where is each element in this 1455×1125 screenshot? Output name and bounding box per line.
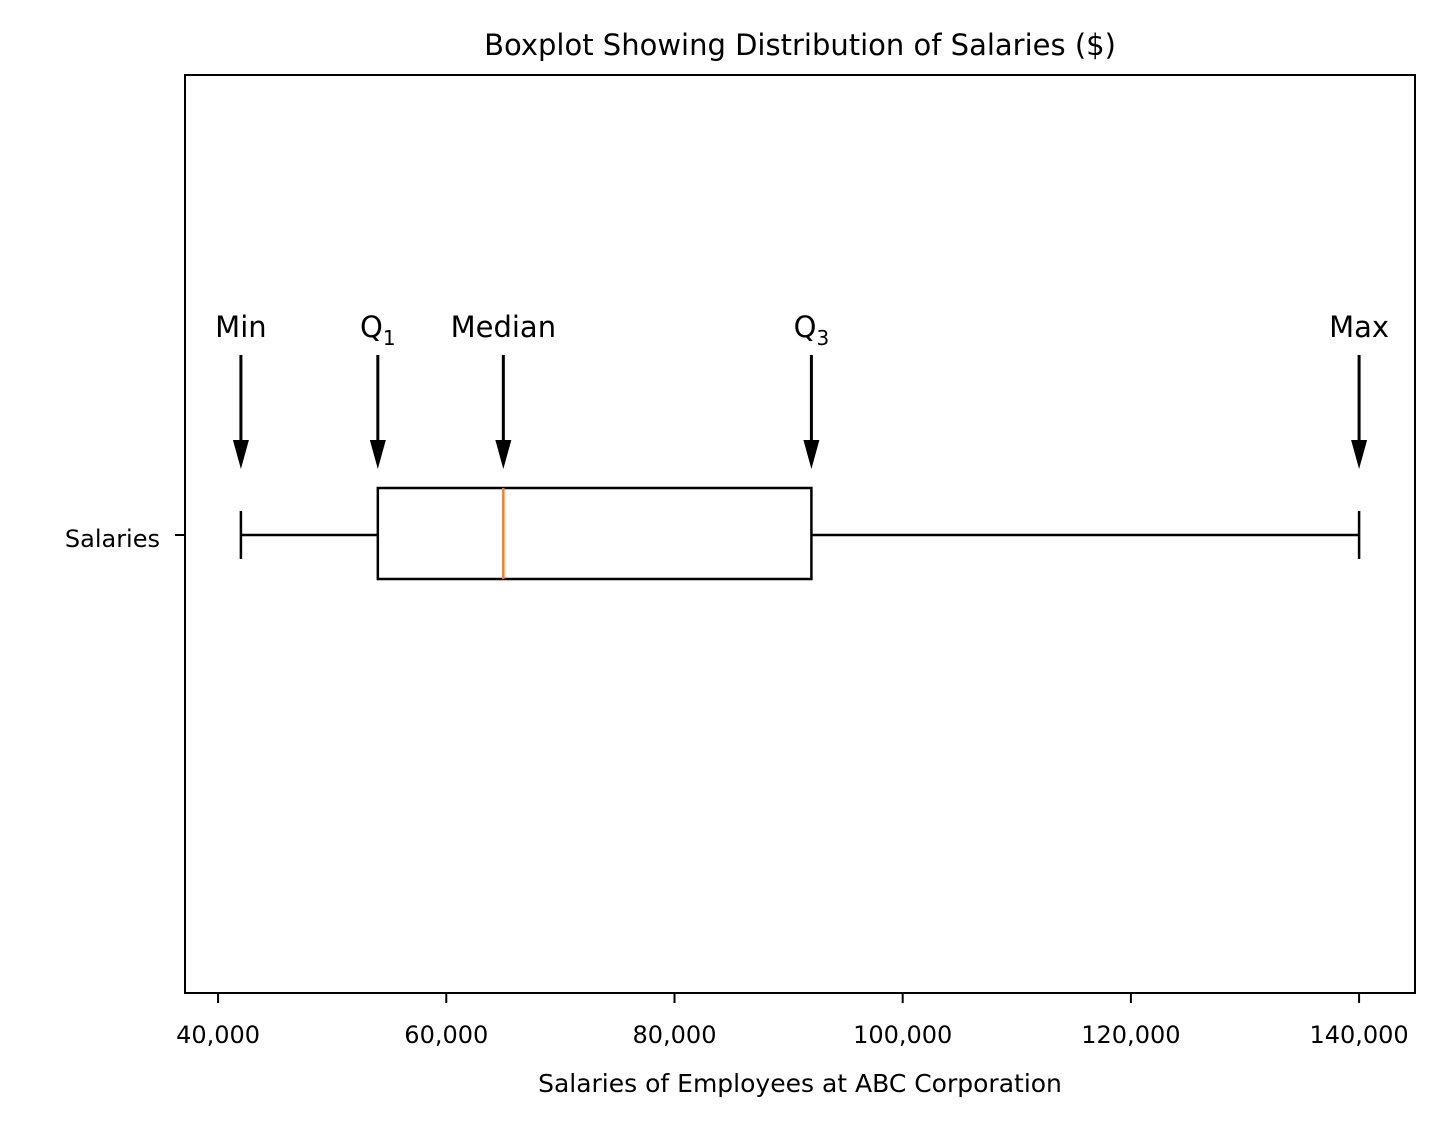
arrow-head xyxy=(1351,440,1368,469)
arrow-head xyxy=(369,440,386,469)
iqr-box xyxy=(376,486,813,581)
annotation-label: Median xyxy=(451,310,556,344)
annotation-label: Min xyxy=(215,310,266,344)
chart-title: Boxplot Showing Distribution of Salaries… xyxy=(484,28,1116,62)
arrow-head xyxy=(495,440,512,469)
annotation-label: Q1 xyxy=(360,310,396,350)
arrow-head xyxy=(232,440,249,469)
x-tick-label: 80,000 xyxy=(632,1021,716,1049)
arrow-head xyxy=(803,440,820,469)
annotation-label: Q3 xyxy=(794,310,830,350)
x-tick-label: 120,000 xyxy=(1081,1021,1180,1049)
x-tick-label: 140,000 xyxy=(1309,1021,1408,1049)
x-tick-label: 100,000 xyxy=(853,1021,952,1049)
annotation-label: Max xyxy=(1329,310,1389,344)
x-tick-label: 40,000 xyxy=(176,1021,260,1049)
x-axis-label: Salaries of Employees at ABC Corporation xyxy=(538,1069,1062,1098)
x-tick-label: 60,000 xyxy=(404,1021,488,1049)
y-tick-label: Salaries xyxy=(65,525,160,553)
